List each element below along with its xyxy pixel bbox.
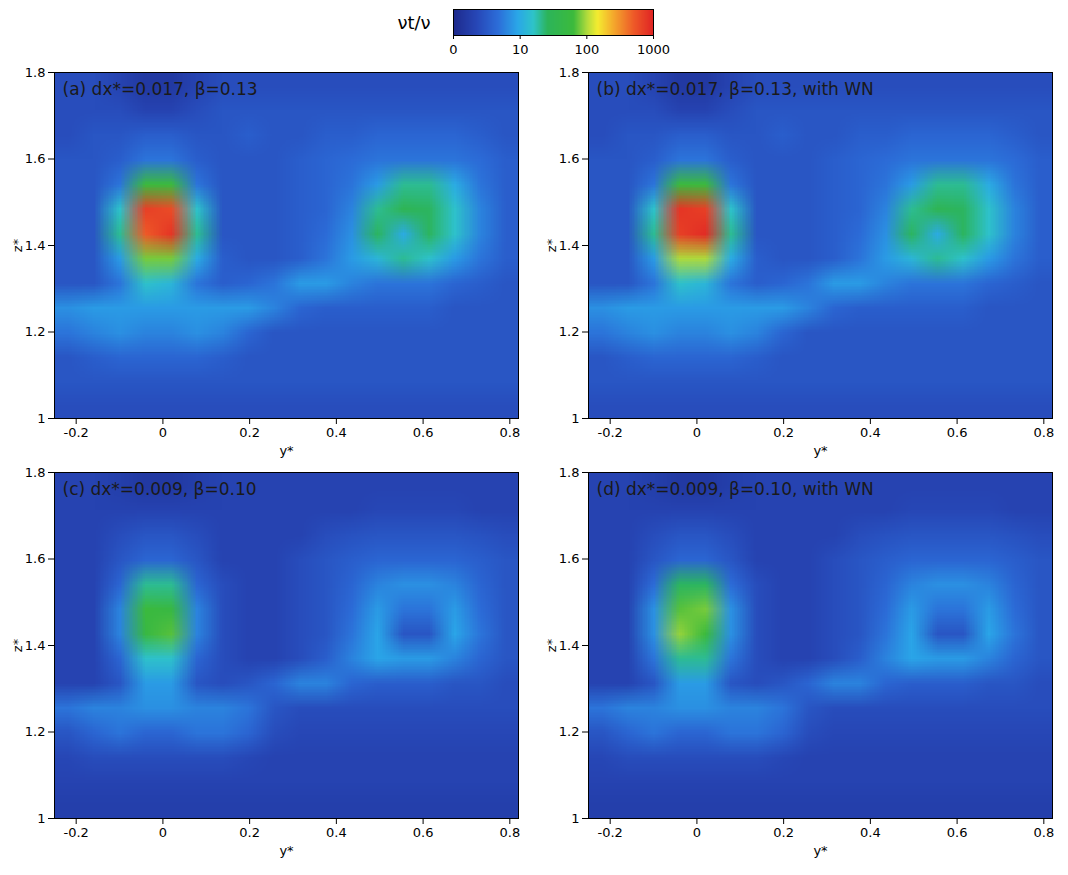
svg-text:y*: y* <box>813 843 828 858</box>
svg-text:0.4: 0.4 <box>860 425 881 440</box>
svg-text:0.6: 0.6 <box>947 825 968 840</box>
svg-text:0.6: 0.6 <box>413 825 434 840</box>
svg-text:1.2: 1.2 <box>25 324 46 339</box>
svg-text:(d) dx*=0.009, β=0.10, with WN: (d) dx*=0.009, β=0.10, with WN <box>597 479 874 499</box>
svg-text:-0.2: -0.2 <box>597 425 622 440</box>
svg-text:0: 0 <box>159 825 167 840</box>
svg-text:-0.2: -0.2 <box>63 825 88 840</box>
svg-text:0: 0 <box>693 825 701 840</box>
svg-text:1.6: 1.6 <box>25 551 46 566</box>
svg-text:y*: y* <box>279 843 294 858</box>
svg-text:1.4: 1.4 <box>25 238 46 253</box>
svg-text:z*: z* <box>10 238 25 252</box>
svg-text:0.2: 0.2 <box>239 825 260 840</box>
svg-text:-0.2: -0.2 <box>597 825 622 840</box>
svg-text:1.2: 1.2 <box>25 724 46 739</box>
svg-text:z*: z* <box>10 638 25 652</box>
svg-text:0: 0 <box>449 42 457 57</box>
svg-text:0.4: 0.4 <box>326 425 347 440</box>
svg-text:100: 100 <box>574 42 599 57</box>
svg-text:(c) dx*=0.009, β=0.10: (c) dx*=0.009, β=0.10 <box>63 479 257 499</box>
svg-text:1.2: 1.2 <box>559 324 580 339</box>
svg-text:-0.2: -0.2 <box>63 425 88 440</box>
svg-text:y*: y* <box>279 443 294 458</box>
svg-text:1.6: 1.6 <box>559 151 580 166</box>
svg-text:1.8: 1.8 <box>559 65 580 80</box>
svg-text:0.4: 0.4 <box>860 825 881 840</box>
svg-text:0.6: 0.6 <box>947 425 968 440</box>
svg-text:1.8: 1.8 <box>559 465 580 480</box>
svg-text:(b) dx*=0.017, β=0.13, with WN: (b) dx*=0.017, β=0.13, with WN <box>597 79 874 99</box>
svg-text:1: 1 <box>37 811 45 826</box>
svg-text:(a) dx*=0.017, β=0.13: (a) dx*=0.017, β=0.13 <box>63 79 258 99</box>
svg-text:0.6: 0.6 <box>413 425 434 440</box>
html-text:νt/ν: νt/ν <box>397 11 431 33</box>
svg-text:0: 0 <box>159 425 167 440</box>
svg-text:0.2: 0.2 <box>773 425 794 440</box>
svg-text:1.8: 1.8 <box>25 65 46 80</box>
svg-text:y*: y* <box>813 443 828 458</box>
svg-text:0.4: 0.4 <box>326 825 347 840</box>
svg-text:1.6: 1.6 <box>559 551 580 566</box>
svg-text:0.8: 0.8 <box>499 825 520 840</box>
svg-text:1: 1 <box>37 411 45 426</box>
svg-text:1.6: 1.6 <box>25 151 46 166</box>
svg-text:0: 0 <box>693 425 701 440</box>
svg-text:0.8: 0.8 <box>499 425 520 440</box>
svg-text:1.4: 1.4 <box>559 238 580 253</box>
svg-text:1: 1 <box>571 411 579 426</box>
svg-text:0.2: 0.2 <box>773 825 794 840</box>
svg-text:z*: z* <box>544 238 559 252</box>
svg-text:1.4: 1.4 <box>25 638 46 653</box>
svg-text:1.8: 1.8 <box>25 465 46 480</box>
svg-text:0.2: 0.2 <box>239 425 260 440</box>
svg-text:0.8: 0.8 <box>1033 825 1054 840</box>
svg-text:1000: 1000 <box>637 42 670 57</box>
svg-text:1: 1 <box>571 811 579 826</box>
svg-text:1.2: 1.2 <box>559 724 580 739</box>
svg-text:0.8: 0.8 <box>1033 425 1054 440</box>
svg-text:z*: z* <box>544 638 559 652</box>
svg-text:1.4: 1.4 <box>559 638 580 653</box>
svg-text:10: 10 <box>512 42 529 57</box>
